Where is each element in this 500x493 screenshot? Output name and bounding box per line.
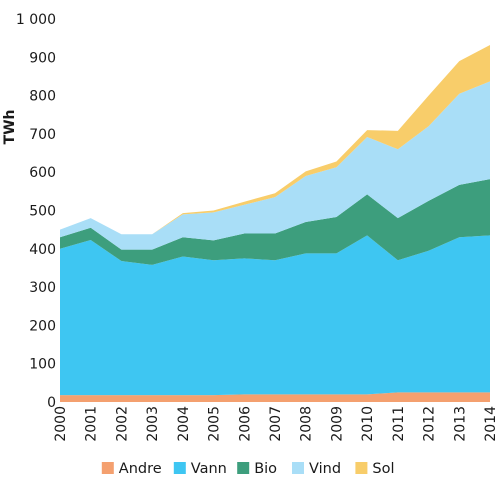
legend-swatch-bio [237,462,250,474]
legend-swatch-vind [292,462,304,474]
x-tick-label: 2011 [391,406,407,442]
x-tick-label: 2006 [237,406,253,442]
x-tick-label: 2003 [145,406,161,442]
area-sol [60,45,490,235]
x-tick-label: 2001 [84,406,100,442]
y-axis-ticks: 0 100 200 300 400 500 600 700 800 900 1 000 [16,12,56,411]
x-tick-label: 2014 [483,406,499,442]
y-tick-label: 100 [29,357,56,373]
x-tick-label: 2000 [53,406,69,442]
y-tick-label: 300 [29,280,56,296]
legend-label-bio: Bio [254,461,277,477]
area-vann [60,235,490,396]
legend-label-andre: Andre [119,461,162,477]
y-tick-label: 500 [29,204,56,220]
y-tick-label: 0 [47,395,56,411]
area-andre [60,392,490,402]
legend-swatch-sol [355,462,368,474]
legend-swatch-andre [101,462,114,474]
y-tick-label: 800 [29,89,56,105]
legend: Andre Vann Bio Vind Sol [101,461,395,477]
area-vind [60,81,490,250]
y-axis-label: TWh [2,110,18,145]
x-tick-label: 2004 [176,406,192,442]
legend-label-sol: Sol [372,461,394,477]
x-tick-label: 2002 [114,406,130,442]
y-tick-label: 700 [29,127,56,143]
y-tick-label: 200 [29,318,56,334]
x-tick-label: 2010 [360,406,376,442]
x-tick-label: 2009 [329,406,345,442]
y-tick-label: 400 [29,242,56,258]
y-tick-label: 1 000 [16,12,56,28]
y-tick-label: 900 [29,50,56,66]
legend-swatch-vann [173,462,186,474]
x-tick-label: 2012 [422,406,438,442]
area-layer [60,45,490,402]
x-axis-ticks: 2000 2001 2002 2003 2004 2005 2006 2007 2008 2009… [53,406,499,442]
y-tick-label: 600 [29,165,56,181]
x-tick-label: 2008 [299,406,315,442]
x-tick-label: 2005 [207,406,223,442]
legend-label-vind: Vind [309,461,341,477]
x-tick-label: 2007 [268,406,284,442]
x-tick-label: 2013 [452,406,468,442]
legend-label-vann: Vann [191,461,227,477]
